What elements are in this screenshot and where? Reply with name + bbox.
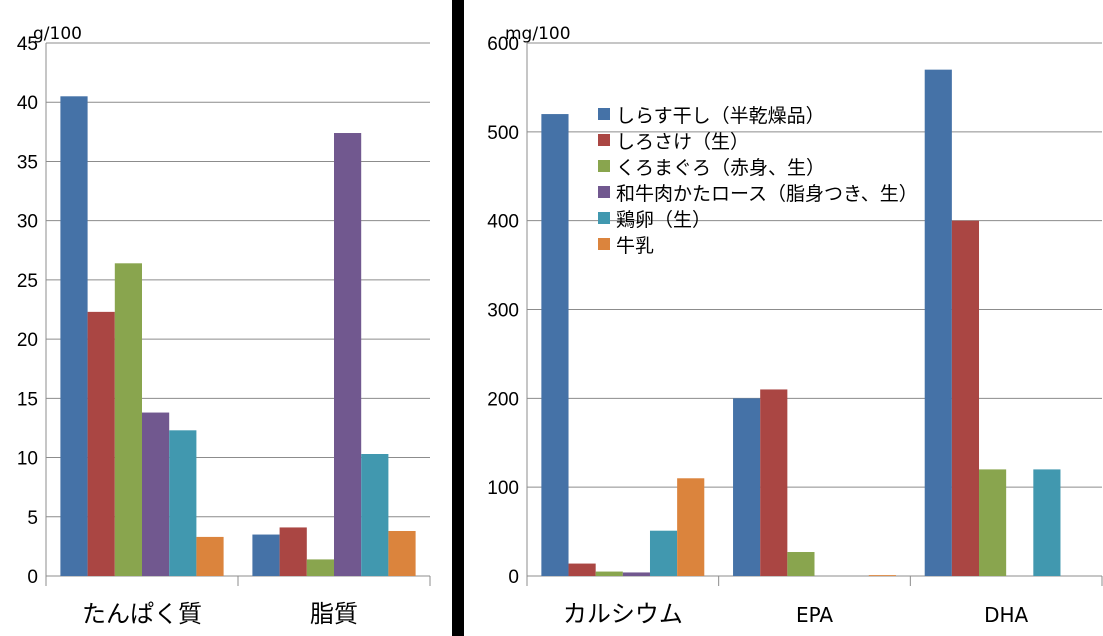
y-tick-label: 400	[487, 212, 519, 233]
bar	[622, 572, 650, 576]
legend: しらす干し（半乾燥品） しろさけ（生） くろまぐろ（赤身、生） 和牛肉かたロース…	[598, 101, 918, 257]
left-chart-panel: 0 5 10 15 20 25 30 35 40 45 たんぱく質 脂質	[17, 34, 431, 628]
legend-item: 牛乳	[598, 231, 918, 257]
x-category-label: EPA	[796, 603, 833, 627]
bar	[279, 527, 307, 576]
y-tick-label: 20	[17, 330, 38, 351]
legend-swatch	[598, 186, 610, 198]
bar	[868, 575, 896, 576]
y-tick-label: 300	[487, 301, 519, 322]
legend-item: しらす干し（半乾燥品）	[598, 101, 918, 127]
bar	[733, 398, 761, 576]
x-category-label: たんぱく質	[82, 600, 202, 628]
legend-item: しろさけ（生）	[598, 127, 918, 153]
right-unit-label: mg/100	[505, 24, 571, 44]
x-category-label: DHA	[984, 603, 1028, 627]
y-tick-label: 35	[17, 152, 38, 173]
legend-label: 牛乳	[616, 234, 655, 257]
legend-label: くろまぐろ（赤身、生）	[616, 156, 826, 179]
y-tick-label: 5	[27, 508, 38, 529]
legend-swatch	[598, 108, 610, 120]
bar	[196, 536, 224, 576]
bar	[951, 220, 980, 576]
bar	[334, 133, 362, 577]
legend-swatch	[598, 238, 610, 250]
bar	[677, 478, 705, 576]
bar	[541, 114, 569, 577]
x-category-label: カルシウム	[563, 600, 683, 628]
bar	[760, 389, 788, 576]
y-tick-label: 25	[17, 271, 38, 292]
left-unit-label: g/100	[33, 24, 82, 44]
bar	[169, 430, 197, 576]
y-tick-label: 15	[17, 389, 38, 410]
bar	[924, 69, 952, 577]
y-tick-label: 100	[487, 478, 519, 499]
bar	[649, 530, 678, 576]
bar	[87, 311, 115, 576]
legend-item: 和牛肉かたロース（脂身つき、生）	[598, 179, 918, 205]
legend-swatch	[598, 134, 610, 146]
bar	[361, 454, 389, 576]
y-tick-label: 500	[487, 123, 519, 144]
y-tick-label: 40	[17, 93, 38, 114]
bar	[979, 469, 1007, 576]
legend-swatch	[598, 212, 610, 224]
panel-divider	[452, 0, 464, 636]
legend-label: 和牛肉かたロース（脂身つき、生）	[616, 182, 918, 205]
y-tick-label: 600	[487, 34, 519, 55]
y-tick-label: 45	[17, 34, 38, 55]
legend-swatch	[598, 160, 610, 172]
bar	[252, 534, 280, 576]
legend-item: くろまぐろ（赤身、生）	[598, 153, 918, 179]
bar	[306, 559, 334, 576]
legend-label: しらす干し（半乾燥品）	[616, 104, 825, 127]
bar	[60, 96, 88, 577]
legend-label: しろさけ（生）	[616, 130, 750, 153]
legend-label: 鶏卵（生）	[616, 208, 712, 231]
y-tick-label: 0	[27, 567, 38, 588]
y-tick-label: 10	[17, 449, 38, 470]
bar	[595, 571, 623, 576]
bar	[787, 552, 815, 576]
y-tick-label: 200	[487, 389, 519, 410]
bar	[388, 530, 416, 576]
y-tick-label: 30	[17, 212, 38, 233]
bar	[1033, 469, 1061, 576]
legend-item: 鶏卵（生）	[598, 205, 918, 231]
x-category-label: 脂質	[310, 600, 358, 628]
right-chart-panel: 0 100 200 300 400 500 600 カルシウム EPA DHA	[487, 34, 1103, 628]
bar	[142, 412, 170, 576]
bar	[114, 263, 142, 576]
bar	[568, 563, 596, 576]
y-tick-label: 0	[508, 567, 519, 588]
